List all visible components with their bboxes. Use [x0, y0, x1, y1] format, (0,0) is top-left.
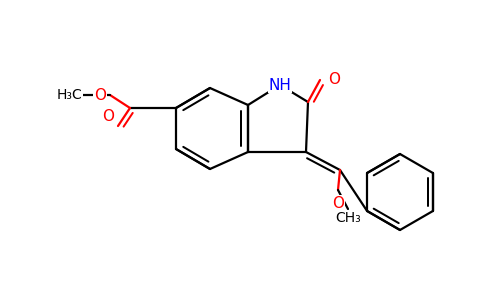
Text: H₃C: H₃C: [56, 88, 82, 102]
Text: O: O: [332, 196, 344, 211]
Text: CH₃: CH₃: [335, 211, 361, 225]
Text: O: O: [94, 88, 106, 103]
Text: O: O: [102, 109, 114, 124]
Text: O: O: [328, 73, 340, 88]
Text: NH: NH: [269, 77, 291, 92]
